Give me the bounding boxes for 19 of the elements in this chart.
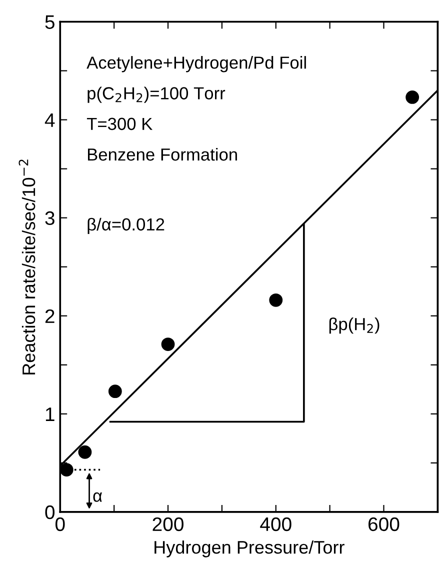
annotation: T=300 K: [86, 118, 152, 130]
y-tick-label: 5: [45, 15, 54, 29]
annotation: Benzene Formation: [88, 148, 237, 161]
x-tick-label: 600: [368, 517, 400, 532]
annotation: p(C$_{2}$H$_{2}$)=100 Torr: [88, 86, 226, 103]
y-axis-title: Reaction rate/site/sec/10$^{−2}$: [18, 160, 36, 374]
annotation: Acetylene+Hydrogen/Pd Foil: [86, 56, 306, 72]
annotation: β/α=0.012: [88, 218, 164, 234]
y-tick-label: 4: [44, 113, 55, 127]
x-tick-label: 200: [152, 517, 184, 532]
annotation: α: [93, 492, 102, 502]
y-tick-label: 2: [45, 309, 54, 323]
x-axis-title: Hydrogen Pressure/Torr: [154, 540, 344, 558]
y-tick-label: 3: [45, 211, 54, 226]
annotation: βp(H$_{2}$): [329, 318, 380, 334]
x-tick-label: 400: [260, 517, 292, 532]
y-tick-label: 1: [46, 408, 54, 421]
x-tick-label: 0: [55, 517, 65, 532]
y-tick-label: 0: [45, 505, 55, 520]
